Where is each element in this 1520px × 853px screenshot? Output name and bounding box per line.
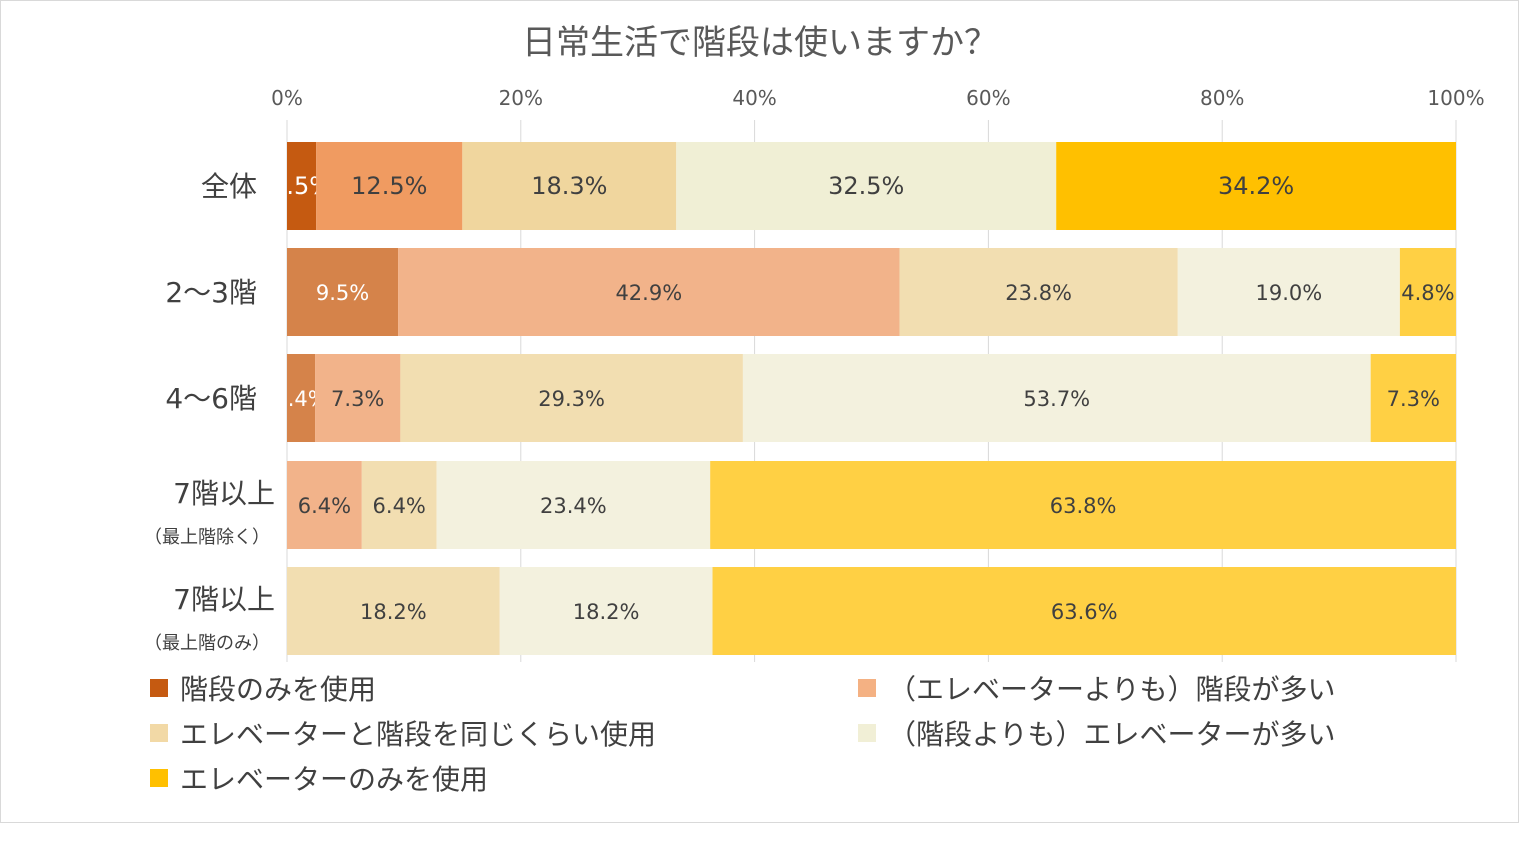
- data-label: 19.0%: [1255, 281, 1322, 305]
- bar-segment: [1370, 354, 1456, 442]
- bar-segment: [462, 142, 677, 230]
- category-label: 7階以上: [173, 477, 275, 510]
- data-label: 34.2%: [1218, 172, 1294, 200]
- x-tick-label: 60%: [966, 86, 1010, 110]
- bar-segment: [398, 248, 900, 336]
- category-label: 4～6階: [165, 382, 257, 415]
- bar-segment: [287, 142, 317, 230]
- bar-segment: [287, 354, 316, 442]
- x-tick-label: 40%: [732, 86, 776, 110]
- bar-segment: [712, 567, 1456, 655]
- bar-segment: [315, 354, 401, 442]
- bar-segment: [1177, 248, 1400, 336]
- bars: 2.5% 12.5% 18.3% 32.5% 34.2%9.5% 42.9% 23.8% 19…: [271, 142, 1456, 655]
- x-axis-ticks: 0% 20% 40% 60% 80% 100%: [271, 86, 1484, 110]
- bar-segment: [899, 248, 1178, 336]
- bar-segment: [361, 461, 437, 549]
- x-tick-label: 100%: [1427, 86, 1484, 110]
- data-label: 23.4%: [540, 494, 607, 518]
- chart-title: 日常生活で階段は使いますか？: [522, 23, 998, 63]
- data-label: 6.4%: [298, 494, 351, 518]
- data-label: 53.7%: [1023, 387, 1090, 411]
- x-tick-label: 80%: [1200, 86, 1244, 110]
- category-label: 7階以上: [173, 583, 275, 616]
- data-label: 32.5%: [828, 172, 904, 200]
- bar-segment: [1056, 142, 1456, 230]
- bar-segment: [287, 248, 399, 336]
- bar-segment: [400, 354, 743, 442]
- data-label: 9.5%: [316, 281, 369, 305]
- data-label: 4.8%: [1401, 281, 1454, 305]
- bar-segment: [742, 354, 1371, 442]
- bar-segment: [676, 142, 1057, 230]
- category-sublabel: （最上階のみ）: [144, 633, 270, 654]
- data-label: 18.3%: [531, 172, 607, 200]
- data-label: 63.6%: [1051, 600, 1118, 624]
- data-label: 18.2%: [573, 600, 640, 624]
- data-label: 7.3%: [1387, 387, 1440, 411]
- data-label: 18.2%: [360, 600, 427, 624]
- category-label: 2～3階: [165, 276, 257, 309]
- data-label: 12.5%: [351, 172, 427, 200]
- bar-segment: [710, 461, 1456, 549]
- category-sublabel: （最上階除く）: [144, 527, 270, 548]
- bar-segment: [287, 567, 500, 655]
- bar-segment: [316, 142, 463, 230]
- data-label: 63.8%: [1050, 494, 1117, 518]
- data-label: 23.8%: [1005, 281, 1072, 305]
- data-label: 42.9%: [615, 281, 682, 305]
- data-label: 6.4%: [373, 494, 426, 518]
- category-labels: 全体 2～3階 4～6階 7階以上 （最上階除く） 7階以上 （最上階のみ）: [144, 170, 275, 654]
- bar-segment: [436, 461, 711, 549]
- bar-segment: [499, 567, 713, 655]
- data-label: 29.3%: [538, 387, 605, 411]
- x-tick-label: 20%: [499, 86, 543, 110]
- bar-segment: [1399, 248, 1456, 336]
- category-label: 全体: [201, 170, 257, 203]
- bar-segment: [287, 461, 362, 549]
- x-tick-label: 0%: [271, 86, 303, 110]
- data-label: 7.3%: [331, 387, 384, 411]
